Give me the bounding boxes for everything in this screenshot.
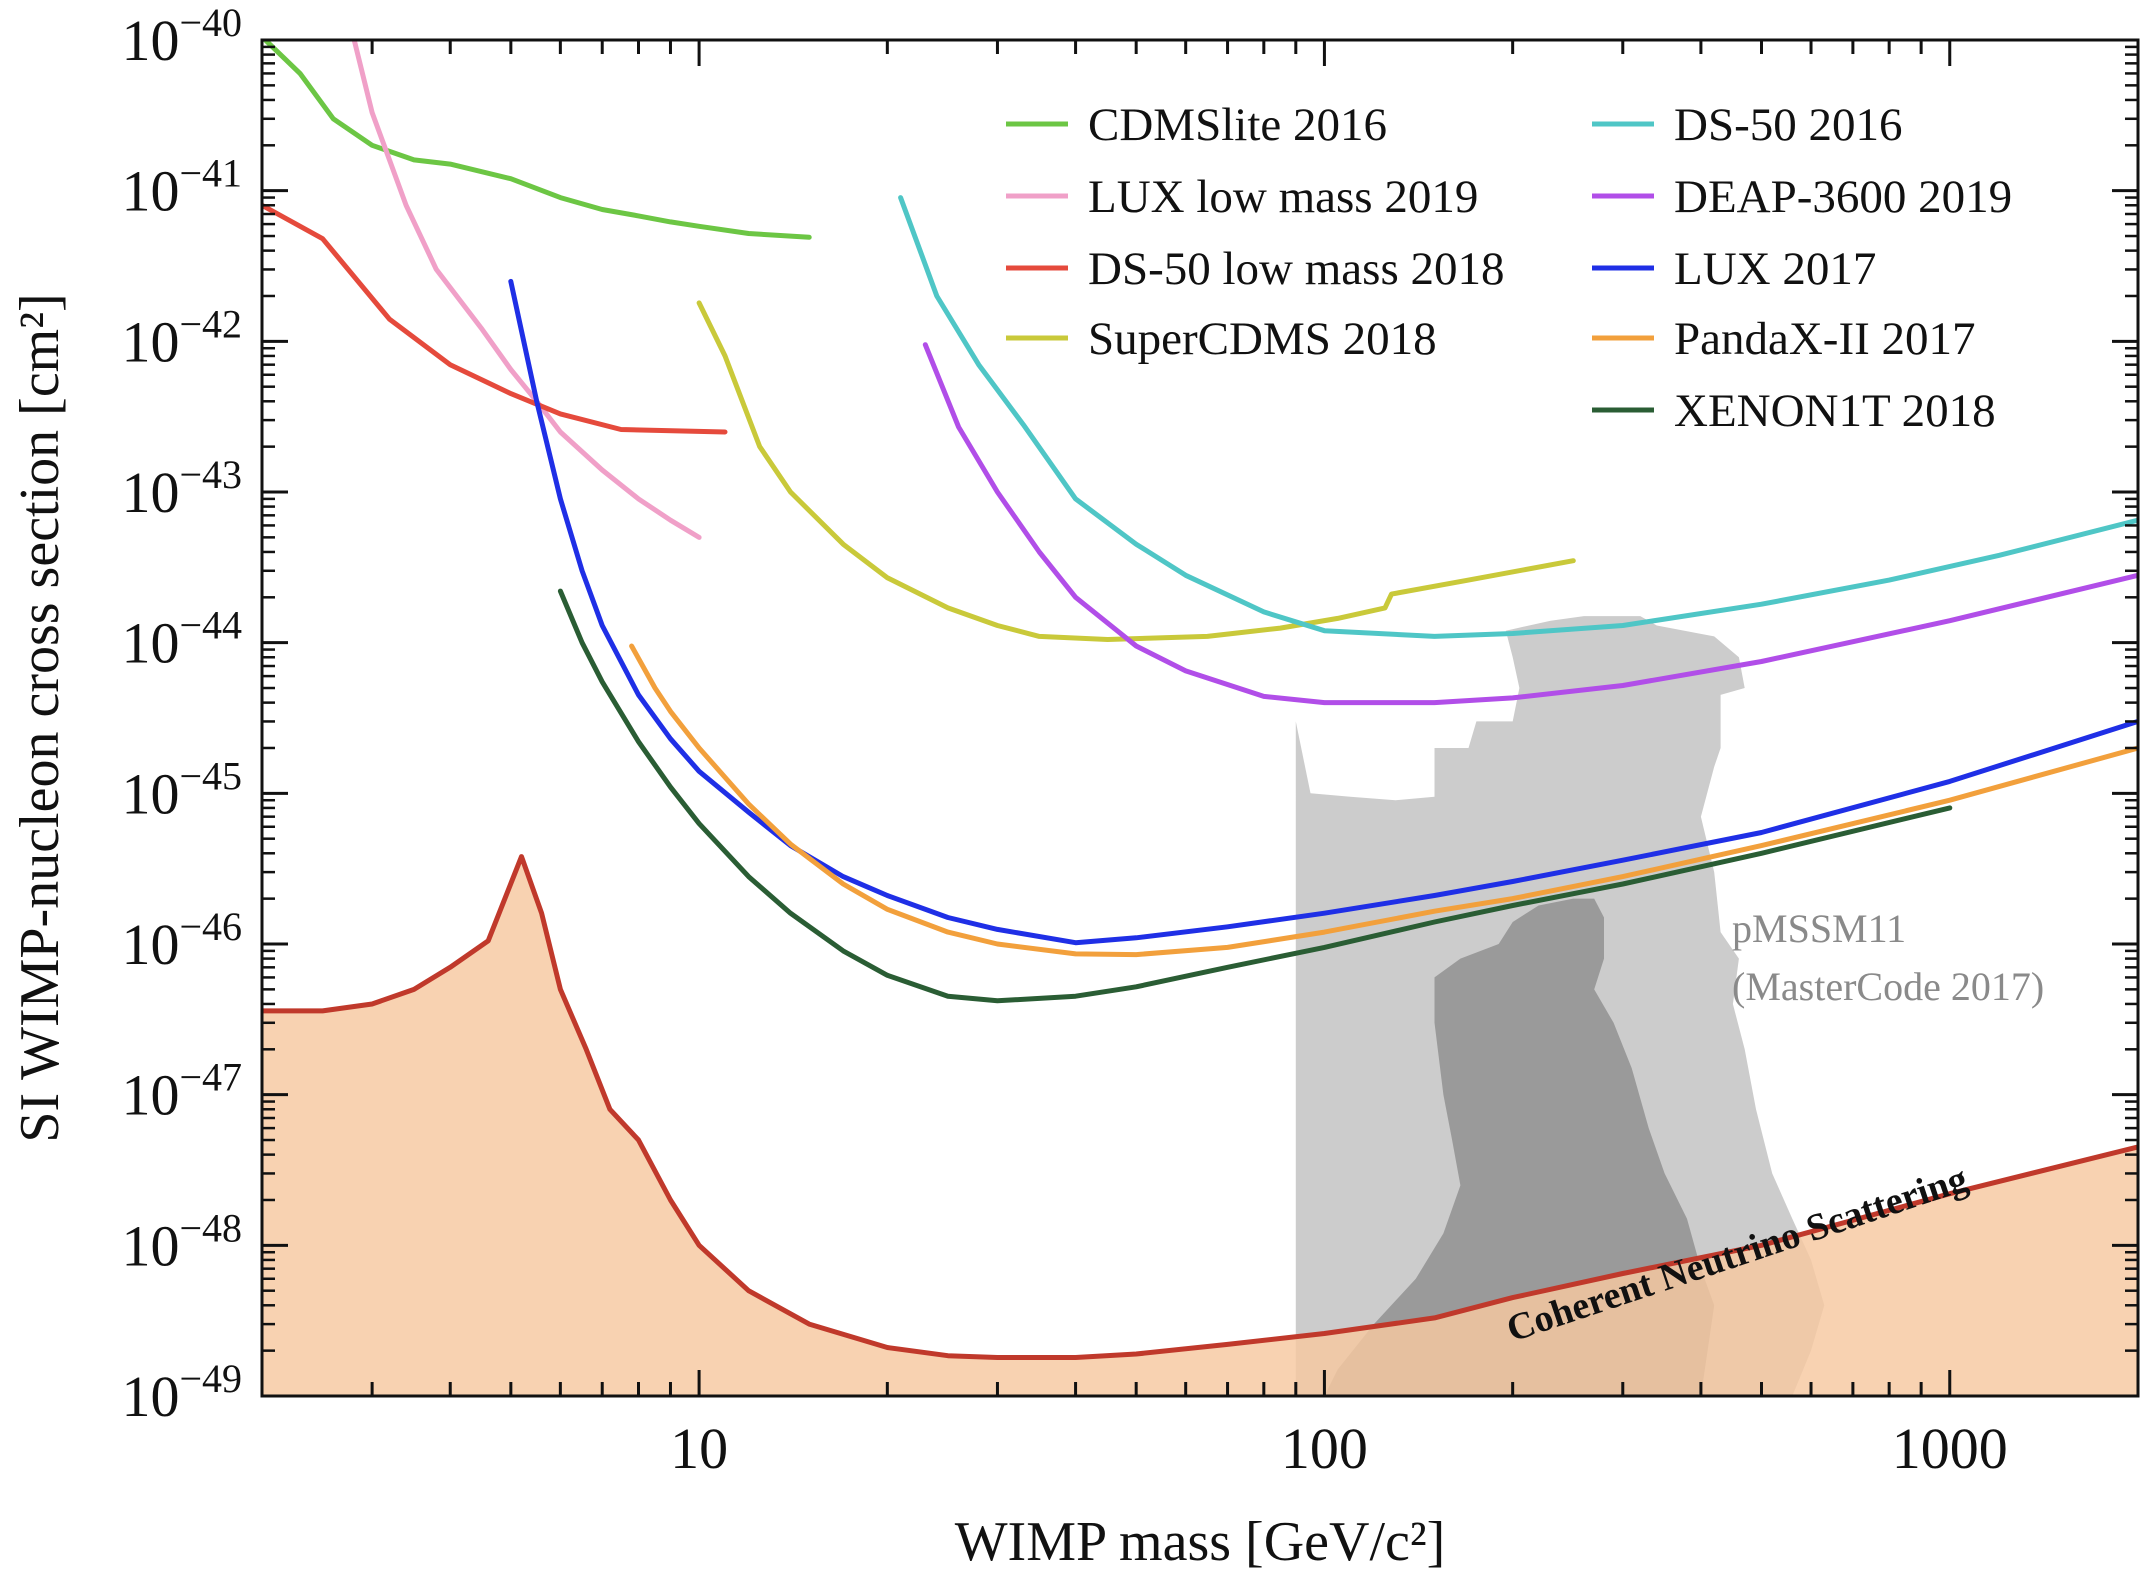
legend-label-ds-50-2016: DS-50 2016	[1674, 99, 1902, 151]
x-tick-label: 100	[1281, 1416, 1368, 1481]
legend-label-lux-low-mass-2019: LUX low mass 2019	[1088, 171, 1478, 223]
y-tick-label: 10−47	[121, 1055, 242, 1128]
series-line-xenon1t-2018	[557, 588, 1953, 1004]
axis-ticks: 10 100 1000 10−40 10−41 10−42 10−43 10−44 10−45 1…	[121, 0, 2140, 1481]
legend-label-supercdms-2018: SuperCDMS 2018	[1088, 313, 1437, 365]
x-tick-label: 1000	[1892, 1416, 2008, 1481]
y-tick-label: 10−46	[121, 904, 242, 977]
y-tick-label: 10−49	[121, 1356, 242, 1429]
pmssm-label-line1: pMSSM11	[1732, 906, 1906, 951]
series-line-ds-50-low-mass-2018	[262, 202, 728, 435]
exclusion-curves	[262, 40, 2138, 1004]
legend: CDMSlite 2016 LUX low mass 2019 DS-50 low …	[1006, 99, 2012, 437]
y-tick-label: 10−41	[121, 151, 242, 224]
neutrino-floor-fill	[262, 856, 2138, 1396]
y-tick-label: 10−48	[121, 1205, 242, 1278]
series-line-supercdms-2018	[696, 300, 1576, 642]
y-tick-label: 10−43	[121, 452, 242, 525]
legend-label-ds-50-low-mass-2018: DS-50 low mass 2018	[1088, 243, 1504, 295]
series-line-deap-3600-2019	[922, 342, 2138, 706]
legend-label-lux-2017: LUX 2017	[1674, 243, 1876, 295]
series-line-cdmslite-2016	[262, 40, 812, 240]
series-line-pandax-ii-2017	[629, 643, 2138, 958]
y-tick-label: 10−44	[121, 603, 242, 676]
plot-frame	[260, 38, 2140, 1398]
legend-label-cdmslite-2016: CDMSlite 2016	[1088, 99, 1387, 151]
series-line-ds-50-2016	[898, 195, 2138, 639]
y-tick-label: 10−45	[121, 753, 242, 826]
series-line-lux-low-mass-2019	[351, 40, 702, 540]
y-axis-label: SI WIMP-nucleon cross section [cm²]	[9, 293, 71, 1142]
y-tick-label: 10−40	[121, 0, 242, 73]
legend-label-pandax-ii-2017: PandaX-II 2017	[1674, 313, 1976, 365]
series-line-lux-2017	[508, 278, 2138, 946]
x-tick-label: 10	[670, 1416, 728, 1481]
legend-label-xenon1t-2018: XENON1T 2018	[1674, 385, 1996, 437]
x-axis-label: WIMP mass [GeV/c²]	[955, 1511, 1446, 1573]
pmssm-inner-region	[1324, 898, 1715, 1396]
pmssm-label-line2: (MasterCode 2017)	[1732, 964, 2044, 1009]
y-tick-label: 10−42	[121, 301, 242, 374]
legend-label-deap-3600-2019: DEAP-3600 2019	[1674, 171, 2012, 223]
neutrino-floor-line	[262, 854, 2138, 1360]
shaded-regions	[1295, 616, 1825, 1396]
neutrino-floor	[262, 854, 2138, 1396]
